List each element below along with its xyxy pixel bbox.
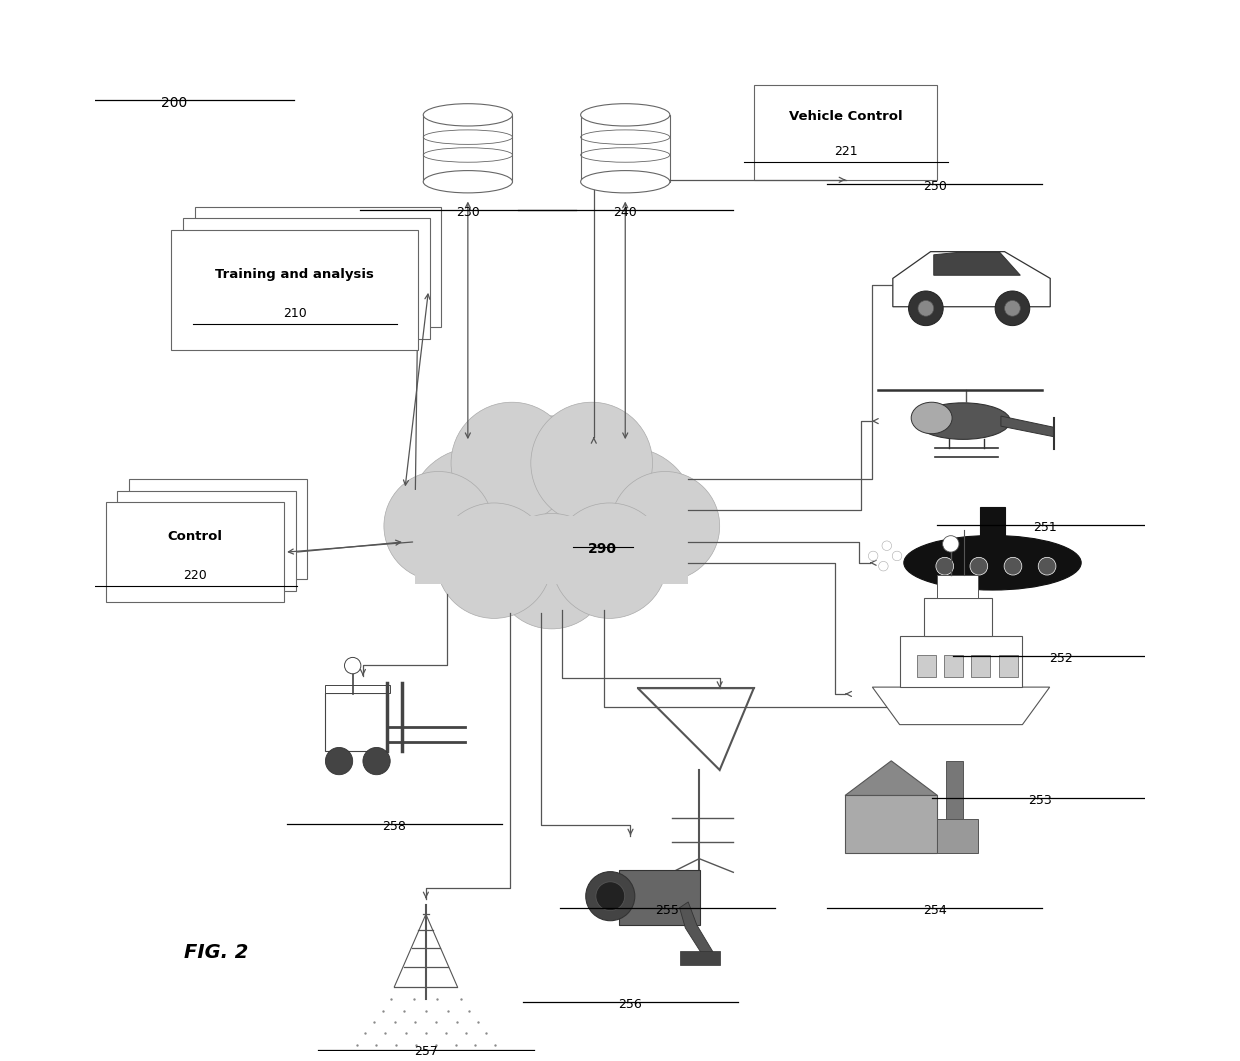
Circle shape [531,402,652,524]
Circle shape [467,416,636,584]
Text: 257: 257 [414,1045,438,1059]
Bar [580,115,670,181]
Circle shape [1004,557,1022,575]
Circle shape [325,747,352,775]
Bar [944,655,963,677]
Bar [924,598,992,636]
Circle shape [909,291,944,326]
Ellipse shape [596,882,625,910]
Circle shape [559,448,696,584]
Bar [946,761,963,818]
FancyBboxPatch shape [129,480,308,579]
Bar [937,818,978,853]
Circle shape [868,551,878,560]
Circle shape [996,291,1029,326]
Text: 210: 210 [283,307,306,319]
Polygon shape [873,688,1050,725]
Circle shape [918,300,934,316]
FancyBboxPatch shape [754,85,937,179]
Bar [971,655,991,677]
Ellipse shape [423,171,512,193]
Circle shape [1038,557,1056,575]
Circle shape [893,551,901,560]
Ellipse shape [911,402,952,434]
FancyBboxPatch shape [195,207,441,327]
Bar [423,115,512,181]
Circle shape [879,561,888,571]
Text: 290: 290 [588,542,616,556]
Text: 251: 251 [1033,521,1056,534]
Ellipse shape [423,104,512,126]
Bar [415,516,688,584]
Circle shape [408,448,544,584]
Circle shape [610,471,719,580]
Text: 221: 221 [833,145,857,158]
FancyBboxPatch shape [171,229,418,350]
Text: 240: 240 [614,206,637,219]
Polygon shape [893,251,1050,307]
Circle shape [970,557,988,575]
Circle shape [494,514,610,629]
Text: Vehicle Control: Vehicle Control [789,110,903,123]
Circle shape [942,536,959,552]
Bar [846,796,937,853]
FancyBboxPatch shape [184,219,429,338]
Text: FIG. 2: FIG. 2 [184,942,248,961]
Bar [998,655,1018,677]
Text: 253: 253 [1028,794,1052,806]
Bar [900,636,1023,688]
Polygon shape [934,253,1021,275]
Circle shape [1004,300,1021,316]
Text: 250: 250 [923,179,946,193]
Text: 252: 252 [1049,651,1073,665]
Text: 200: 200 [161,95,187,110]
Bar [916,655,936,677]
Ellipse shape [916,403,1011,439]
Circle shape [345,658,361,674]
Text: 254: 254 [923,904,946,917]
Circle shape [882,541,892,551]
Polygon shape [1001,416,1054,437]
Bar [619,870,699,925]
Circle shape [936,557,954,575]
Polygon shape [981,507,1004,539]
Ellipse shape [580,171,670,193]
Text: 256: 256 [619,998,642,1011]
Text: 220: 220 [184,569,207,581]
Text: 255: 255 [655,904,680,917]
Ellipse shape [580,104,670,126]
Bar [680,951,720,966]
Circle shape [451,402,573,524]
FancyBboxPatch shape [118,491,296,591]
Circle shape [363,747,391,775]
Text: 258: 258 [382,820,407,833]
Circle shape [552,503,667,619]
Bar [325,693,387,751]
Bar [325,684,391,693]
FancyBboxPatch shape [105,503,284,602]
Text: 230: 230 [456,206,480,219]
Circle shape [384,471,494,580]
Bar [937,575,978,598]
Text: Training and analysis: Training and analysis [216,267,374,281]
Circle shape [436,503,552,619]
Polygon shape [846,761,937,796]
Ellipse shape [585,872,635,921]
Ellipse shape [904,536,1081,590]
Polygon shape [680,902,714,959]
Text: Control: Control [167,530,222,543]
